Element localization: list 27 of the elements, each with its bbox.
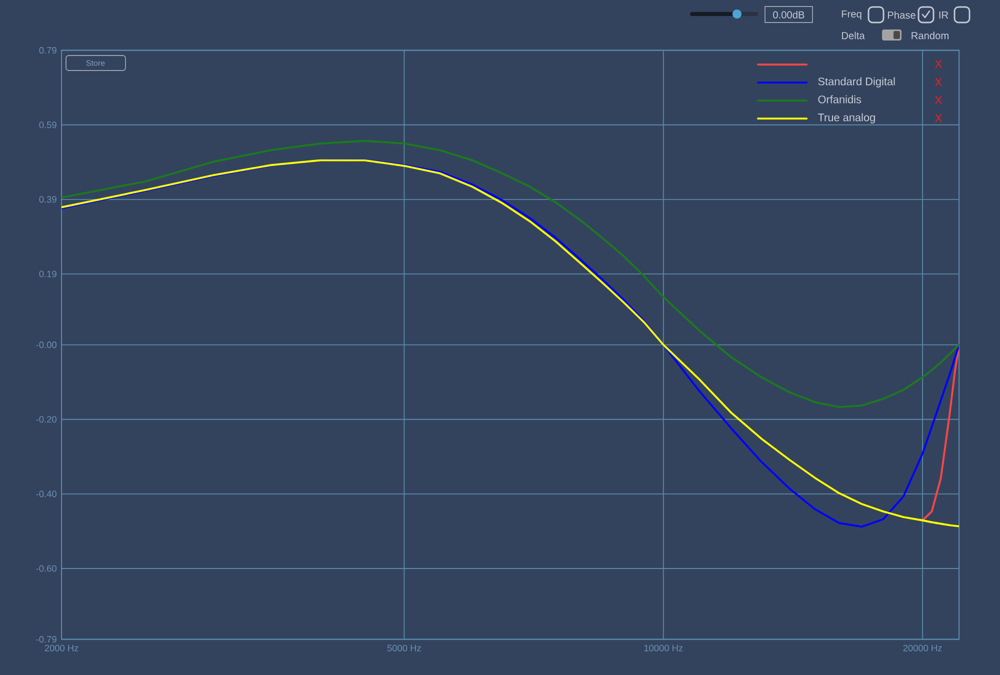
y-tick-label: 0.79	[39, 47, 56, 54]
text: Freq	[842, 10, 862, 20]
text: Delta	[842, 32, 865, 40]
y-tick-label: 0.59	[39, 122, 56, 128]
y-tick-label: -0.40	[36, 490, 56, 498]
annotation: X	[935, 114, 942, 122]
annotation: X	[935, 60, 942, 68]
x-tick-label: 2000 Hz	[44, 644, 78, 652]
text: Random	[912, 32, 948, 40]
y-tick-label: -0.79	[36, 636, 56, 643]
y-tick-label: 0.39	[39, 196, 56, 203]
x-tick-label: 5000 Hz	[387, 644, 421, 652]
x-tick-label: 10000 Hz	[644, 644, 683, 652]
text: 0.00dB	[773, 10, 804, 18]
y-tick-label: -0.00	[36, 342, 56, 348]
annotation: X	[935, 78, 942, 86]
annotation: X	[935, 96, 942, 104]
x-tick-label: 20000 Hz	[903, 644, 942, 652]
legend-label: Standard Digital	[818, 77, 895, 88]
legend-label: Orfanidis	[818, 95, 862, 104]
text: IR	[939, 11, 948, 18]
text: Phase	[888, 11, 916, 19]
y-tick-label: -0.60	[36, 565, 56, 572]
legend-label: True analog	[818, 113, 875, 124]
annotation: Store	[86, 60, 105, 66]
y-tick-label: -0.20	[36, 416, 56, 423]
y-tick-label: 0.19	[39, 270, 56, 278]
